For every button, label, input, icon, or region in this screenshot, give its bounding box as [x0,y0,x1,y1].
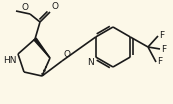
Text: O: O [63,50,70,59]
Text: HN: HN [3,56,17,65]
Text: F: F [157,58,162,66]
Text: F: F [161,45,166,53]
Polygon shape [34,38,50,58]
Text: O: O [22,3,29,12]
Text: F: F [159,32,164,40]
Text: N: N [87,58,94,67]
Text: O: O [51,2,58,11]
